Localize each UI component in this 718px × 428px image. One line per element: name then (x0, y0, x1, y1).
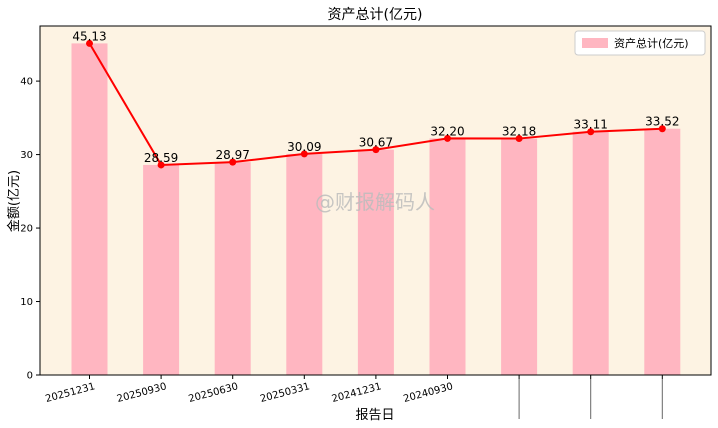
bar (143, 164, 180, 375)
x-tick-label: 20240930 (402, 381, 454, 405)
x-tick-label: 20250630 (187, 381, 239, 405)
data-label: 30.09 (287, 140, 321, 154)
legend-swatch (582, 38, 608, 48)
data-label: 33.52 (645, 115, 679, 129)
y-tick-label: 0 (27, 371, 33, 382)
data-label: 45.13 (72, 29, 106, 43)
bar (644, 128, 681, 375)
legend: 资产总计(亿元) (574, 30, 706, 56)
x-tick-label: 20241231 (331, 381, 383, 405)
data-point (515, 135, 523, 143)
bar (501, 138, 538, 375)
data-label: 32.18 (502, 125, 536, 139)
line-layer (86, 39, 666, 169)
legend-box (574, 30, 706, 56)
data-point (157, 161, 165, 169)
y-tick-label: 40 (20, 77, 33, 88)
data-point (86, 39, 93, 47)
data-label: 28.59 (144, 151, 178, 165)
y-tick-label: 20 (20, 224, 33, 235)
data-label: 30.67 (359, 136, 393, 150)
data-point (587, 128, 595, 136)
x-tick-label: 20251231 (44, 381, 96, 405)
data-label: 28.97 (216, 148, 250, 162)
data-point (229, 158, 237, 166)
legend-label: 资产总计(亿元) (614, 36, 689, 50)
data-label: 33.11 (574, 118, 608, 132)
data-point (372, 146, 380, 154)
bar (71, 43, 108, 375)
data-label-group: 45.13 28.59 28.97 30.09 30.67 32.20 32.18 33.11… (72, 29, 679, 165)
data-point (444, 134, 451, 142)
data-point (658, 125, 666, 133)
data-label: 32.20 (430, 124, 464, 138)
bar (357, 149, 394, 375)
x-tick-label: 20250331 (259, 381, 311, 405)
x-axis-title: 报告日 (355, 408, 394, 423)
x-tick-label: 20250930 (116, 381, 168, 405)
y-tick-label: 10 (20, 297, 33, 308)
bar (429, 138, 466, 375)
y-tick-label: 30 (20, 150, 33, 161)
chart-title: 资产总计(亿元) (328, 7, 423, 23)
bar (572, 131, 609, 375)
data-point (300, 150, 308, 158)
x-axis: 20251231 20250930 20250630 20250331 20241231… (44, 375, 663, 419)
bar (286, 153, 323, 375)
bar (214, 162, 251, 375)
bar-group (71, 43, 681, 375)
y-axis: 0 10 20 30 40 (20, 77, 40, 382)
watermark: @财报解码人 (315, 190, 435, 214)
y-axis-title: 金额(亿元) (6, 170, 22, 232)
